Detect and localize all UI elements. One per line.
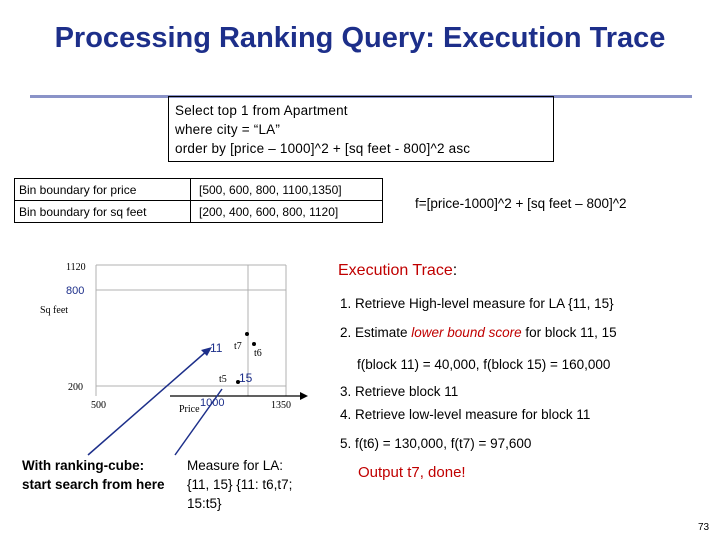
x-axis-label: Price xyxy=(179,404,200,415)
pointer-line-start xyxy=(87,349,209,456)
x-axis-arrow xyxy=(300,392,308,400)
table-row: Bin boundary for price [500, 600, 800, 1… xyxy=(14,178,383,201)
page-number: 73 xyxy=(698,522,710,533)
point-t7 xyxy=(245,332,249,336)
bin-label-sqfeet: Bin boundary for sq feet xyxy=(14,200,191,223)
y-tick-1120: 1120 xyxy=(66,262,86,273)
execution-trace-title: Execution Trace xyxy=(338,262,453,279)
table-row: Bin boundary for sq feet [200, 400, 600,… xyxy=(14,200,383,223)
slide-title: Processing Ranking Query: Execution Trac… xyxy=(54,22,666,54)
step-2-suffix: for block 11, 15 xyxy=(521,325,617,340)
y-axis-label: Sq feet xyxy=(40,305,68,316)
point-label-t6: t6 xyxy=(254,348,262,359)
step-2: 2. Estimate lower bound score for block … xyxy=(340,325,617,340)
query-line-where: where city = “LA” xyxy=(175,122,281,137)
measure-note: Measure for LA: {11, 15} {11: t6,t7; 15:… xyxy=(187,458,293,511)
sql-query-box: Select top 1 from Apartment where city =… xyxy=(168,96,554,162)
point-label-t5: t5 xyxy=(219,374,227,385)
step-1: 1. Retrieve High-level measure for LA {1… xyxy=(340,296,614,311)
step-2-detail: f(block 11) = 40,000, f(block 15) = 160,… xyxy=(357,357,611,372)
execution-trace-colon: : xyxy=(452,262,458,279)
block-label-15: 15 xyxy=(239,371,253,385)
query-line-select: Select top 1 from Apartment xyxy=(175,103,348,118)
step-2-prefix: 2. Estimate xyxy=(340,325,412,340)
score-formula: f=[price-1000]^2 + [sq feet – 800]^2 xyxy=(415,196,627,211)
pointer-line-measure xyxy=(174,388,223,456)
output-result: Output t7, done! xyxy=(358,464,466,481)
ranking-cube-note: With ranking-cube: start search from her… xyxy=(22,458,165,492)
bin-boundary-table: Bin boundary for price [500, 600, 800, 1… xyxy=(14,178,383,223)
y-tick-800: 800 xyxy=(66,285,84,297)
execution-trace-heading: Execution Trace: xyxy=(338,262,457,280)
y-tick-200: 200 xyxy=(68,382,83,393)
x-tick-1350: 1350 xyxy=(271,400,291,411)
step-5: 5. f(t6) = 130,000, f(t7) = 97,600 xyxy=(340,436,532,451)
point-t6 xyxy=(252,342,256,346)
point-label-t7: t7 xyxy=(234,341,242,352)
block-label-11: 11 xyxy=(210,341,223,355)
query-line-order: order by [price – 1000]^2 + [sq feet - 8… xyxy=(175,141,471,156)
pointer-arrowhead xyxy=(201,347,212,356)
bin-values-price: [500, 600, 800, 1100,1350] xyxy=(190,178,383,201)
step-2-emphasis: lower bound score xyxy=(411,325,522,340)
bin-label-price: Bin boundary for price xyxy=(14,178,191,201)
point-t5 xyxy=(236,380,240,384)
step-4: 4. Retrieve low-level measure for block … xyxy=(340,407,591,422)
x-tick-500: 500 xyxy=(91,400,106,411)
step-3: 3. Retrieve block 11 xyxy=(340,384,459,399)
bin-values-sqfeet: [200, 400, 600, 800, 1120] xyxy=(190,200,383,223)
